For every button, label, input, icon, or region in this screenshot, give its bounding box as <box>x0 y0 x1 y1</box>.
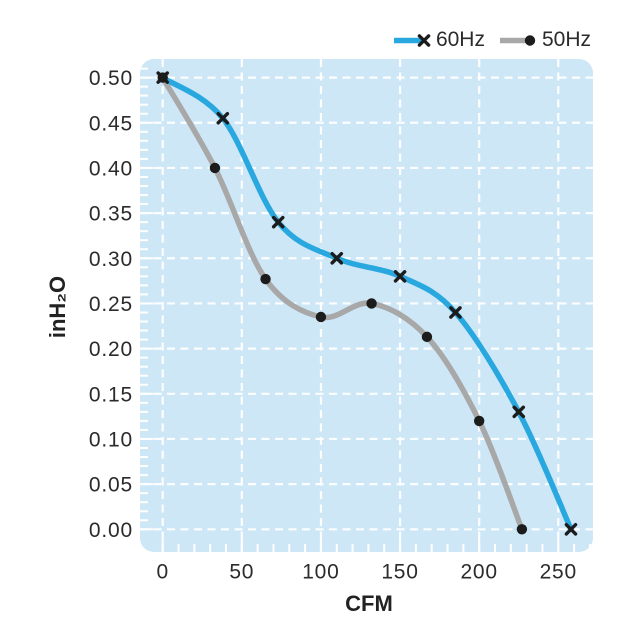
marker-x <box>393 270 407 283</box>
x-tick-label: 100 <box>302 561 339 584</box>
legend-swatch-x-icon <box>393 33 431 47</box>
marker-dot <box>516 524 528 535</box>
marker-dot <box>315 311 327 323</box>
legend-item-60hz: 60Hz <box>393 29 485 50</box>
marker-x <box>512 405 526 419</box>
marker-dot <box>366 298 377 309</box>
axis-ticks <box>140 59 591 552</box>
y-tick-label: 0.15 <box>89 383 133 406</box>
marker-x <box>417 33 431 47</box>
y-tick-label: 0.45 <box>89 112 133 135</box>
marker-x <box>156 71 170 84</box>
marker-x <box>271 215 285 229</box>
x-tick-label: 50 <box>229 561 254 584</box>
marker-x <box>564 523 578 536</box>
y-tick-label: 0.40 <box>89 157 133 180</box>
y-tick-label: 0.10 <box>89 428 133 451</box>
marker-dot <box>421 331 433 343</box>
legend-label: 50Hz <box>541 28 591 51</box>
marker-dot <box>209 162 221 174</box>
legend: 60Hz 50Hz <box>393 29 591 50</box>
x-axis-title: CFM <box>345 591 393 616</box>
x-tick-label: 200 <box>460 561 497 584</box>
marker-x <box>449 306 462 319</box>
marker-dot <box>473 415 485 427</box>
legend-item-50hz: 50Hz <box>499 29 591 50</box>
marker-dot <box>524 34 536 46</box>
y-axis-title: inH₂O <box>45 275 70 339</box>
y-tick-label: 0.20 <box>89 338 133 361</box>
legend-label: 60Hz <box>435 28 485 51</box>
marker-dot <box>260 273 271 285</box>
marker-x <box>216 111 230 125</box>
marker-x <box>330 251 344 265</box>
y-tick-label: 0.50 <box>89 67 133 90</box>
y-tick-label: 0.30 <box>89 248 133 271</box>
y-tick-label: 0.05 <box>89 474 133 497</box>
x-tick-label: 250 <box>540 561 577 584</box>
y-tick-label: 0.25 <box>89 293 133 316</box>
legend-swatch-dot-icon <box>499 34 536 46</box>
y-tick-label: 0.35 <box>89 203 133 226</box>
y-tick-label: 0.00 <box>89 519 133 542</box>
x-tick-label: 0 <box>156 561 168 584</box>
x-tick-label: 150 <box>381 561 418 584</box>
